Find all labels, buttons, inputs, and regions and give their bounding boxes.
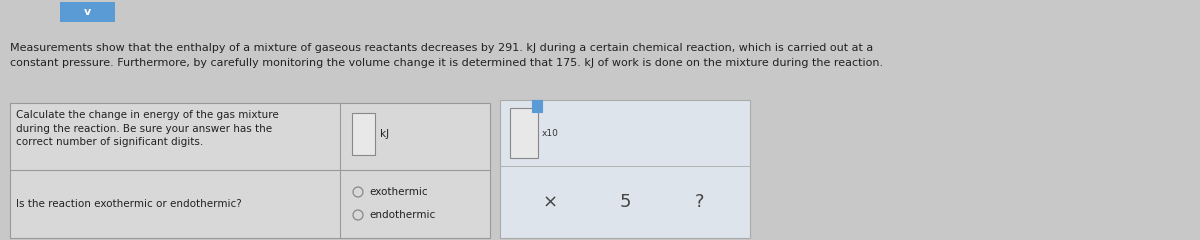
Bar [500, 100, 750, 238]
Bar [510, 108, 538, 158]
Text: kJ: kJ [380, 129, 389, 139]
Text: ?: ? [695, 193, 704, 211]
Text: x10: x10 [542, 128, 559, 138]
Text: Is the reaction exothermic or endothermic?: Is the reaction exothermic or endothermi… [16, 199, 241, 209]
Bar [532, 100, 542, 112]
Text: v: v [84, 7, 91, 17]
Text: endothermic: endothermic [370, 210, 436, 220]
Text: ×: × [542, 193, 558, 211]
Text: exothermic: exothermic [370, 187, 427, 197]
Text: Calculate the change in energy of the gas mixture
during the reaction. Be sure y: Calculate the change in energy of the ga… [16, 110, 278, 147]
Text: constant pressure. Furthermore, by carefully monitoring the volume change it is : constant pressure. Furthermore, by caref… [10, 58, 883, 68]
Text: Measurements show that the enthalpy of a mixture of gaseous reactants decreases : Measurements show that the enthalpy of a… [10, 43, 874, 53]
Text: 5: 5 [619, 193, 631, 211]
Bar [352, 113, 374, 155]
Bar [60, 2, 115, 22]
Bar [10, 103, 490, 238]
